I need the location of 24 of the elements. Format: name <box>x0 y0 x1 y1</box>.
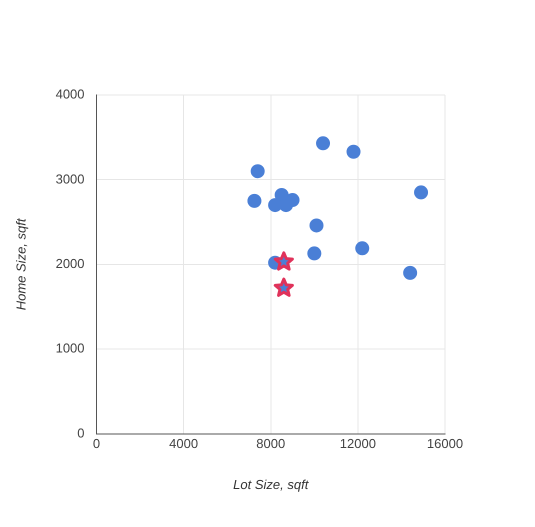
point <box>307 246 322 260</box>
x-tick-label: 12000 <box>340 436 376 452</box>
point <box>355 241 370 256</box>
point <box>286 193 300 208</box>
point <box>403 266 418 280</box>
x-tick-label: 16000 <box>426 436 464 452</box>
y-axis-title: Home Size, sqft <box>13 217 28 310</box>
y-tick-label: 2000 <box>56 256 85 271</box>
point <box>274 251 294 271</box>
point <box>310 218 324 232</box>
point <box>250 164 265 178</box>
y-tick-label: 4000 <box>56 86 85 102</box>
x-axis-title: Lot Size, sqft <box>233 476 310 492</box>
y-tick-label: 0 <box>77 425 85 440</box>
x-tick-label: 4000 <box>169 436 198 452</box>
point <box>247 194 262 208</box>
y-tick-label: 1000 <box>56 340 85 356</box>
y-tick-label: 3000 <box>56 171 85 186</box>
point <box>274 278 294 297</box>
point <box>316 136 330 150</box>
point <box>346 144 361 159</box>
x-tick-label: 8000 <box>256 436 286 452</box>
point <box>414 185 428 200</box>
x-tick-label: 0 <box>92 436 100 452</box>
